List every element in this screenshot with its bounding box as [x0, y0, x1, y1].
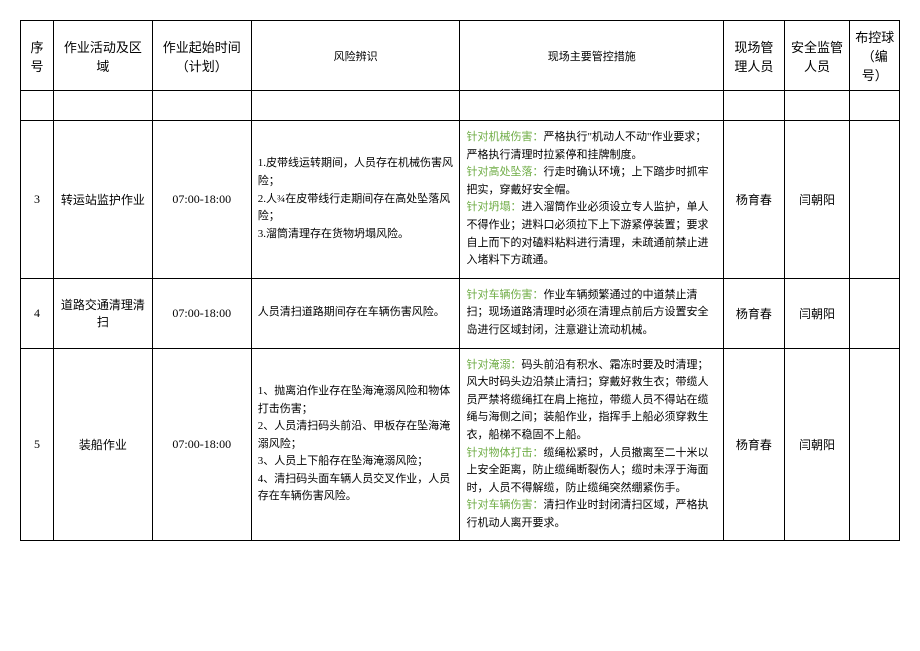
cell-supervisor: 闫朝阳 [784, 121, 850, 279]
spacer-row [21, 91, 900, 121]
risk-control-table: 序号 作业活动及区域 作业起始时间（计划） 风险辨识 现场主要管控措施 现场管理… [20, 20, 900, 541]
measure-line: 针对淹溺：码头前沿有积水、霜冻时要及时清理；风大时码头边沿禁止清扫；穿戴好救生衣… [466, 357, 717, 445]
measure-line: 针对高处坠落：行走时确认环境；上下踏步时抓牢把实，穿戴好安全帽。 [466, 164, 717, 199]
risk-line: 2.人¾在皮带线行走期间存在高处坠落风险； [258, 191, 454, 226]
cell-activity: 道路交通清理清扫 [53, 278, 152, 348]
cell-ball [850, 121, 900, 279]
cell-supervisor: 闫朝阳 [784, 348, 850, 541]
header-measure: 现场主要管控措施 [460, 21, 724, 91]
spacer-cell [152, 91, 251, 121]
risk-line: 3、人员上下船存在坠海淹溺风险； [258, 453, 454, 471]
table-row: 3转运站监护作业07:00-18:001.皮带线运转期间，人员存在机械伤害风险；… [21, 121, 900, 279]
cell-manager: 杨育春 [724, 348, 784, 541]
header-row: 序号 作业活动及区域 作业起始时间（计划） 风险辨识 现场主要管控措施 现场管理… [21, 21, 900, 91]
cell-measure: 针对淹溺：码头前沿有积水、霜冻时要及时清理；风大时码头边沿禁止清扫；穿戴好救生衣… [460, 348, 724, 541]
table-row: 4道路交通清理清扫07:00-18:00 人员清扫道路期间存在车辆伤害风险。针对车… [21, 278, 900, 348]
cell-manager: 杨育春 [724, 278, 784, 348]
measure-label: 针对机械伤害： [466, 131, 543, 143]
spacer-cell [724, 91, 784, 121]
risk-line: 3.溜筒清理存在货物坍塌风险。 [258, 226, 454, 244]
cell-ball [850, 348, 900, 541]
cell-measure: 针对机械伤害：严格执行"机动人不动"作业要求；严格执行清理时拉紧停和挂牌制度。针… [460, 121, 724, 279]
risk-line: 1.皮带线运转期间，人员存在机械伤害风险； [258, 155, 454, 190]
table-row: 5装船作业07:00-18:001、抛离泊作业存在坠海淹溺风险和物体打击伤害；2… [21, 348, 900, 541]
measure-line: 针对物体打击：缆绳松紧时，人员撤离至二十米以上安全距离，防止缆绳断裂伤人；缆时未… [466, 445, 717, 498]
measure-line: 针对车辆伤害：清扫作业时封闭清扫区域，严格执行机动人离开要求。 [466, 497, 717, 532]
measure-label: 针对淹溺： [466, 359, 521, 371]
measure-label: 针对高处坠落： [466, 166, 543, 178]
header-supervisor: 安全监管人员 [784, 21, 850, 91]
measure-label: 针对物体打击： [466, 447, 543, 459]
spacer-cell [850, 91, 900, 121]
measure-label: 针对车辆伤害： [466, 289, 543, 301]
cell-time: 07:00-18:00 [152, 348, 251, 541]
header-risk: 风险辨识 [251, 21, 460, 91]
risk-line: 人员清扫道路期间存在车辆伤害风险。 [258, 304, 454, 322]
risk-line: 4、清扫码头面车辆人员交叉作业，人员存在车辆伤害风险。 [258, 471, 454, 506]
header-time: 作业起始时间（计划） [152, 21, 251, 91]
spacer-cell [784, 91, 850, 121]
measure-label: 针对坍塌： [466, 201, 521, 213]
spacer-cell [53, 91, 152, 121]
header-seq: 序号 [21, 21, 54, 91]
cell-activity: 转运站监护作业 [53, 121, 152, 279]
cell-seq: 3 [21, 121, 54, 279]
cell-time: 07:00-18:00 [152, 121, 251, 279]
header-ball: 布控球（编号） [850, 21, 900, 91]
measure-line: 针对坍塌：进入溜筒作业必须设立专人监护，单人不得作业；进料口必须拉下上下游紧停装… [466, 199, 717, 269]
cell-time: 07:00-18:00 [152, 278, 251, 348]
cell-risk: 1、抛离泊作业存在坠海淹溺风险和物体打击伤害；2、人员清扫码头前沿、甲板存在坠海… [251, 348, 460, 541]
header-activity: 作业活动及区域 [53, 21, 152, 91]
risk-line: 2、人员清扫码头前沿、甲板存在坠海淹溺风险； [258, 418, 454, 453]
cell-risk: 1.皮带线运转期间，人员存在机械伤害风险；2.人¾在皮带线行走期间存在高处坠落风… [251, 121, 460, 279]
spacer-cell [460, 91, 724, 121]
cell-risk: 人员清扫道路期间存在车辆伤害风险。 [251, 278, 460, 348]
cell-supervisor: 闫朝阳 [784, 278, 850, 348]
measure-label: 针对车辆伤害： [466, 499, 543, 511]
risk-line: 1、抛离泊作业存在坠海淹溺风险和物体打击伤害； [258, 383, 454, 418]
cell-manager: 杨育春 [724, 121, 784, 279]
spacer-cell [21, 91, 54, 121]
cell-seq: 4 [21, 278, 54, 348]
measure-line: 针对机械伤害：严格执行"机动人不动"作业要求；严格执行清理时拉紧停和挂牌制度。 [466, 129, 717, 164]
spacer-cell [251, 91, 460, 121]
table-body: 3转运站监护作业07:00-18:001.皮带线运转期间，人员存在机械伤害风险；… [21, 91, 900, 541]
cell-ball [850, 278, 900, 348]
cell-seq: 5 [21, 348, 54, 541]
header-manager: 现场管理人员 [724, 21, 784, 91]
cell-measure: 针对车辆伤害：作业车辆频繁通过的中道禁止清扫；现场道路清理时必须在清理点前后方设… [460, 278, 724, 348]
measure-line: 针对车辆伤害：作业车辆频繁通过的中道禁止清扫；现场道路清理时必须在清理点前后方设… [466, 287, 717, 340]
cell-activity: 装船作业 [53, 348, 152, 541]
